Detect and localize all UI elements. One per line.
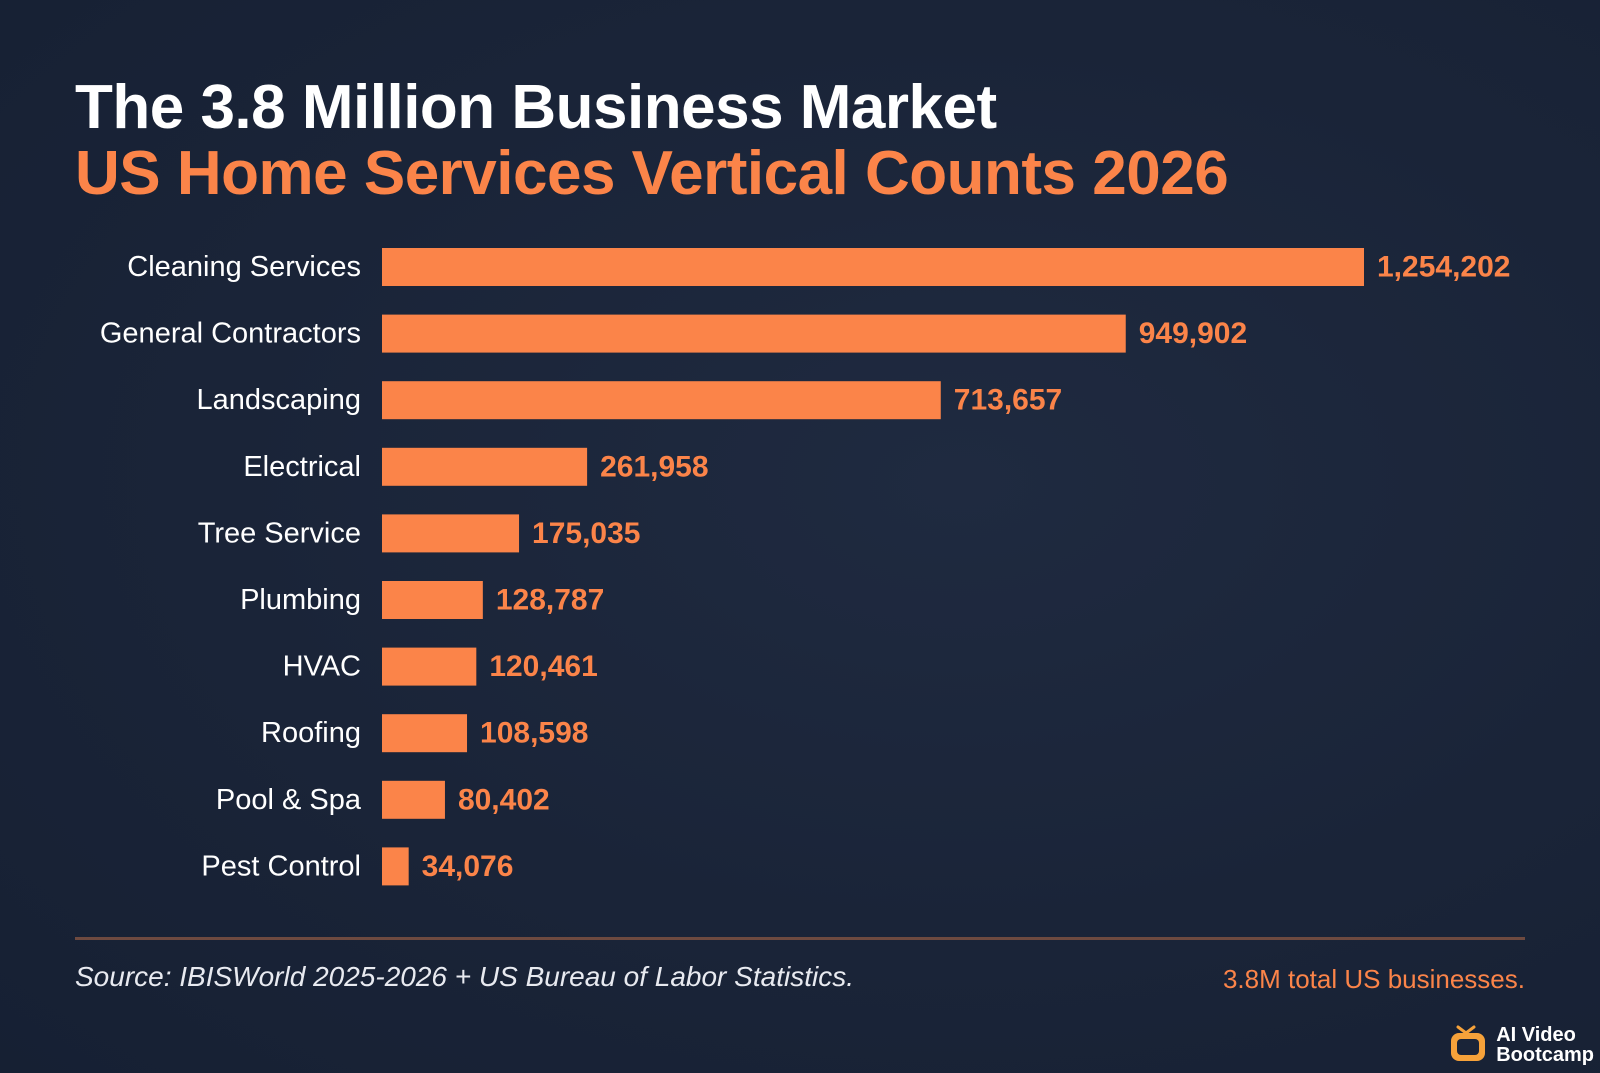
value-label: 80,402 <box>458 783 550 816</box>
total-note: 3.8M total US businesses. <box>1222 964 1525 994</box>
value-label: 175,035 <box>532 517 640 550</box>
bar <box>382 381 941 420</box>
value-label: 120,461 <box>489 650 597 683</box>
brand-line-1: AI Video <box>1496 1024 1576 1046</box>
category-label: Roofing <box>261 717 361 749</box>
category-label: Pool & Spa <box>216 784 362 816</box>
category-label: Cleaning Services <box>127 251 361 283</box>
bar-chart: Cleaning Services 1,254,202 General Contra… <box>100 248 1511 886</box>
value-label: 34,076 <box>422 850 514 883</box>
chart-title: The 3.8 Million Business Market <box>75 73 997 142</box>
bar <box>382 714 468 753</box>
footer-divider <box>75 937 1525 940</box>
category-label: Electrical <box>243 451 361 483</box>
value-label: 713,657 <box>954 384 1062 417</box>
category-label: Landscaping <box>197 384 361 416</box>
category-label: General Contractors <box>100 318 361 350</box>
bar <box>382 447 588 486</box>
value-label: 1,254,202 <box>1377 251 1510 284</box>
bar <box>382 314 1126 353</box>
source-note: Source: IBISWorld 2025-2026 + US Bureau … <box>75 961 854 992</box>
value-label: 128,787 <box>496 584 604 617</box>
bar <box>382 647 477 686</box>
value-label: 261,958 <box>600 450 708 483</box>
category-label: Pest Control <box>201 850 361 882</box>
value-label: 108,598 <box>480 717 588 750</box>
brand-logo: AI Video Bootcamp <box>1446 1023 1594 1067</box>
category-label: Plumbing <box>240 584 361 616</box>
brand-line-2: Bootcamp <box>1496 1044 1594 1066</box>
chart-subtitle: US Home Services Vertical Counts 2026 <box>75 139 1229 208</box>
bar <box>382 514 520 553</box>
bar <box>382 248 1364 286</box>
bar <box>382 780 445 819</box>
category-label: Tree Service <box>198 517 361 549</box>
value-label: 949,902 <box>1139 317 1247 350</box>
category-label: HVAC <box>283 651 361 683</box>
bar <box>382 581 483 619</box>
tv-logo-icon <box>1451 1025 1486 1061</box>
bar <box>382 847 409 886</box>
